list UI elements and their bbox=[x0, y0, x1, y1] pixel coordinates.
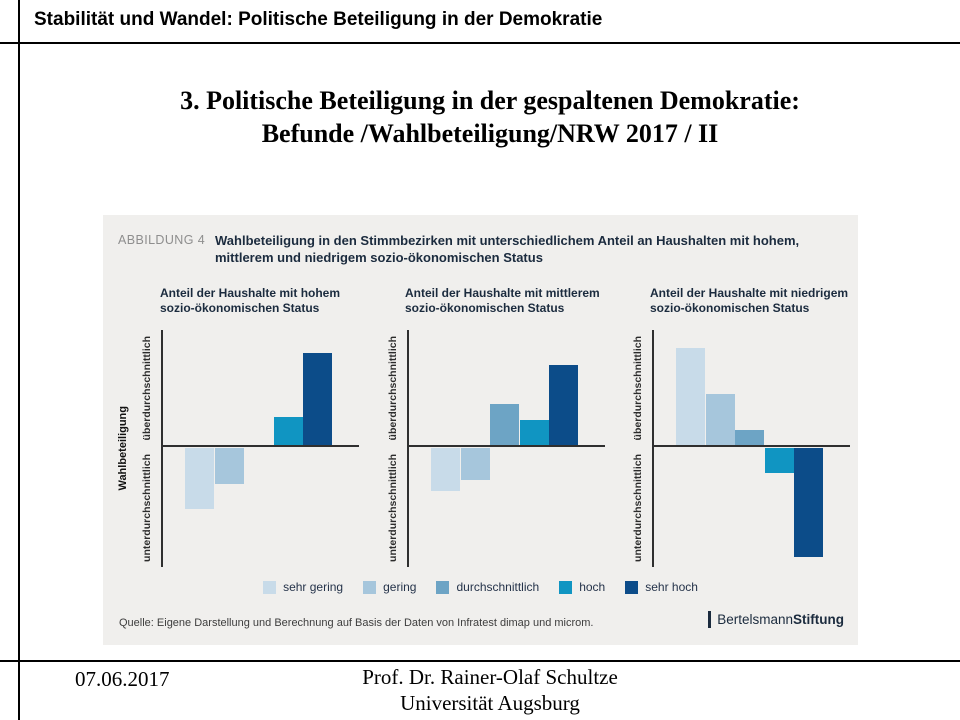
legend-item-sehr-gering: sehr gering bbox=[263, 580, 343, 594]
panel-title-line: sozio-ökonomischen Status bbox=[405, 301, 565, 315]
bar-hoch bbox=[273, 417, 303, 446]
panel-title-line: sozio-ökonomischen Status bbox=[160, 301, 320, 315]
bar-hoch bbox=[764, 448, 794, 473]
legend-swatch bbox=[625, 580, 639, 594]
panel-title-line: Anteil der Haushalte mit hohem bbox=[160, 286, 341, 300]
bar-gering bbox=[705, 394, 735, 446]
slide-title-line1: 3. Politische Beteiligung in der gespalt… bbox=[180, 86, 800, 115]
bar-durchschnittlich bbox=[490, 404, 519, 446]
plot-panel-niedrig bbox=[652, 330, 850, 567]
bertelsmann-logo: Bertelsmann Stiftung bbox=[708, 611, 844, 628]
footer-author: Prof. Dr. Rainer-Olaf Schultze bbox=[362, 665, 618, 689]
zero-axis-line bbox=[161, 445, 359, 447]
bar-hoch bbox=[519, 420, 549, 446]
slide-title-line2: Befunde /Wahlbeteiligung/NRW 2017 / II bbox=[261, 119, 719, 148]
legend: sehr gering gering durchschnittlich hoch seh… bbox=[103, 580, 858, 594]
legend-label: sehr gering bbox=[283, 580, 344, 594]
y-tick-above-average: überdurchschnittlich bbox=[141, 335, 153, 441]
logo-bar-icon bbox=[708, 611, 712, 628]
legend-swatch bbox=[363, 580, 377, 594]
y-axis-label: Wahlbeteiligung bbox=[117, 406, 129, 491]
y-tick-above-average: überdurchschnittlich bbox=[632, 335, 644, 441]
legend-label: gering bbox=[383, 580, 417, 594]
panel-title-mittel: Anteil der Haushalte mit mittlerem sozio… bbox=[405, 286, 600, 316]
legend-label: sehr hoch bbox=[645, 580, 698, 594]
bar-durchschnittlich bbox=[735, 430, 764, 446]
bar-sehr-hoch bbox=[549, 365, 578, 446]
legend-swatch bbox=[263, 580, 277, 594]
panel-title-line: sozio-ökonomischen Status bbox=[650, 301, 810, 315]
figure-abbildung-4: ABBILDUNG 4 Wahlbeteiligung in den Stimm… bbox=[103, 215, 858, 645]
legend-item-sehr-hoch: sehr hoch bbox=[625, 580, 698, 594]
bar-sehr-gering bbox=[185, 448, 214, 509]
source-note: Quelle: Eigene Darstellung und Berechnun… bbox=[119, 617, 594, 629]
y-tick-below-average: unterdurchschnittlich bbox=[387, 453, 399, 562]
y-tick-below-average: unterdurchschnittlich bbox=[632, 453, 644, 562]
header-divider-rule bbox=[0, 42, 960, 44]
bar-gering bbox=[214, 448, 244, 484]
plot-panel-hoch bbox=[161, 330, 359, 567]
figure-label: ABBILDUNG 4 bbox=[118, 233, 206, 247]
figure-caption: Wahlbeteiligung in den Stimmbezirken mit… bbox=[215, 232, 799, 266]
zero-axis-line bbox=[407, 445, 605, 447]
bar-sehr-hoch bbox=[794, 448, 823, 557]
zero-axis-line bbox=[652, 445, 850, 447]
logo-text-bold: Stiftung bbox=[793, 612, 844, 627]
panel-title-line: Anteil der Haushalte mit niedrigem bbox=[650, 286, 849, 300]
bar-sehr-hoch bbox=[303, 353, 332, 446]
footer-credit: Prof. Dr. Rainer-Olaf Schultze Universit… bbox=[20, 664, 960, 716]
legend-item-hoch: hoch bbox=[559, 580, 605, 594]
legend-swatch bbox=[436, 580, 450, 594]
legend-item-durchschnittlich: durchschnittlich bbox=[436, 580, 539, 594]
panel-title-niedrig: Anteil der Haushalte mit niedrigem sozio… bbox=[650, 286, 848, 316]
panel-title-line: Anteil der Haushalte mit mittlerem bbox=[405, 286, 600, 300]
bar-sehr-gering bbox=[431, 448, 460, 491]
footer-divider-rule bbox=[0, 660, 960, 662]
y-tick-above-average: überdurchschnittlich bbox=[387, 335, 399, 441]
legend-swatch bbox=[559, 580, 573, 594]
figure-header: ABBILDUNG 4 Wahlbeteiligung in den Stimm… bbox=[118, 232, 799, 266]
figure-caption-line1: Wahlbeteiligung in den Stimmbezirken mit… bbox=[215, 233, 800, 248]
footer-date: 07.06.2017 bbox=[75, 667, 170, 691]
slide-title: 3. Politische Beteiligung in der gespalt… bbox=[20, 84, 960, 150]
figure-caption-line2: mittlerem und niedrigem sozio-ökonomisch… bbox=[215, 250, 543, 265]
legend-label: hoch bbox=[579, 580, 606, 594]
slide-header-title: Stabilität und Wandel: Politische Beteil… bbox=[34, 9, 603, 30]
bar-sehr-gering bbox=[676, 348, 705, 446]
bar-gering bbox=[460, 448, 490, 480]
left-margin-rule bbox=[18, 0, 20, 720]
y-tick-below-average: unterdurchschnittlich bbox=[141, 453, 153, 562]
legend-item-gering: gering bbox=[363, 580, 416, 594]
plot-panel-mittel bbox=[407, 330, 605, 567]
panel-title-hoch: Anteil der Haushalte mit hohem sozio-öko… bbox=[160, 286, 340, 316]
footer-affiliation: Universität Augsburg bbox=[400, 691, 580, 715]
legend-label: durchschnittlich bbox=[456, 580, 540, 594]
logo-text-regular: Bertelsmann bbox=[717, 612, 794, 627]
